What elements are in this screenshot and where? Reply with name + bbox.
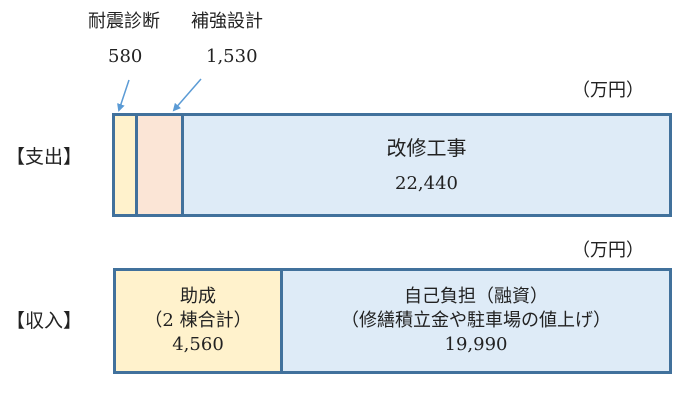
self-funding-label: 自己負担（融資） xyxy=(404,285,548,307)
unit-label-income: （万円） xyxy=(572,240,644,261)
seismic-diagnosis-label: 耐震診断 xyxy=(88,11,160,32)
income-bar: 助成 （2 棟合計） 4,560 自己負担（融資） （修繕積立金や駐車場の値上げ… xyxy=(113,268,672,374)
segment-seismic-diagnosis xyxy=(115,116,135,214)
subsidy-note: （2 棟合計） xyxy=(144,309,252,331)
expenditure-bar: 改修工事 22,440 xyxy=(112,113,672,217)
seismic-diagnosis-value: 580 xyxy=(108,46,143,67)
renovation-work-label: 改修工事 xyxy=(386,135,467,160)
segment-subsidy: 助成 （2 棟合計） 4,560 xyxy=(116,271,280,371)
expenditure-label: 【支出】 xyxy=(6,146,83,168)
unit-label-expenditure: （万円） xyxy=(572,80,644,101)
subsidy-value: 4,560 xyxy=(172,334,224,356)
subsidy-label: 助成 xyxy=(180,285,216,307)
self-funding-note: （修繕積立金や駐車場の値上げ） xyxy=(341,309,611,331)
reinforcement-design-label: 補強設計 xyxy=(191,11,263,32)
arrow-seismic-diagnosis xyxy=(117,79,130,112)
income-label: 【収入】 xyxy=(6,310,83,332)
segment-renovation-work: 改修工事 22,440 xyxy=(181,116,669,214)
renovation-work-value: 22,440 xyxy=(395,172,458,194)
reinforcement-design-value: 1,530 xyxy=(206,46,258,67)
segment-reinforcement-design xyxy=(135,116,181,214)
segment-self-funding: 自己負担（融資） （修繕積立金や駐車場の値上げ） 19,990 xyxy=(280,271,669,371)
arrow-reinforcement-design xyxy=(172,78,202,112)
self-funding-value: 19,990 xyxy=(444,334,508,356)
